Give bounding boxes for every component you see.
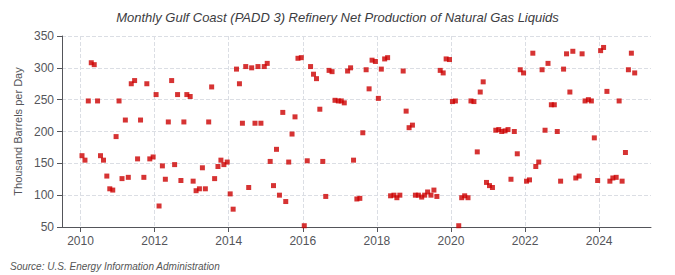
svg-text:2016: 2016 xyxy=(289,234,316,248)
svg-text:Monthly Gulf Coast (PADD 3) Re: Monthly Gulf Coast (PADD 3) Refinery Net… xyxy=(116,10,559,25)
svg-text:300: 300 xyxy=(34,61,54,75)
svg-text:100: 100 xyxy=(34,188,54,202)
svg-text:200: 200 xyxy=(34,125,54,139)
svg-text:150: 150 xyxy=(34,156,54,170)
svg-text:2012: 2012 xyxy=(141,234,168,248)
svg-text:2022: 2022 xyxy=(512,234,539,248)
svg-text:2020: 2020 xyxy=(438,234,465,248)
svg-text:2018: 2018 xyxy=(364,234,391,248)
svg-text:2024: 2024 xyxy=(586,234,613,248)
svg-text:50: 50 xyxy=(41,220,55,234)
svg-text:Source: U.S. Energy Informatio: Source: U.S. Energy Information Administ… xyxy=(10,261,220,272)
svg-text:350: 350 xyxy=(34,29,54,43)
svg-text:2014: 2014 xyxy=(215,234,242,248)
svg-text:2010: 2010 xyxy=(67,234,94,248)
svg-text:250: 250 xyxy=(34,93,54,107)
svg-text:Thousand Barrels per Day: Thousand Barrels per Day xyxy=(12,67,24,196)
